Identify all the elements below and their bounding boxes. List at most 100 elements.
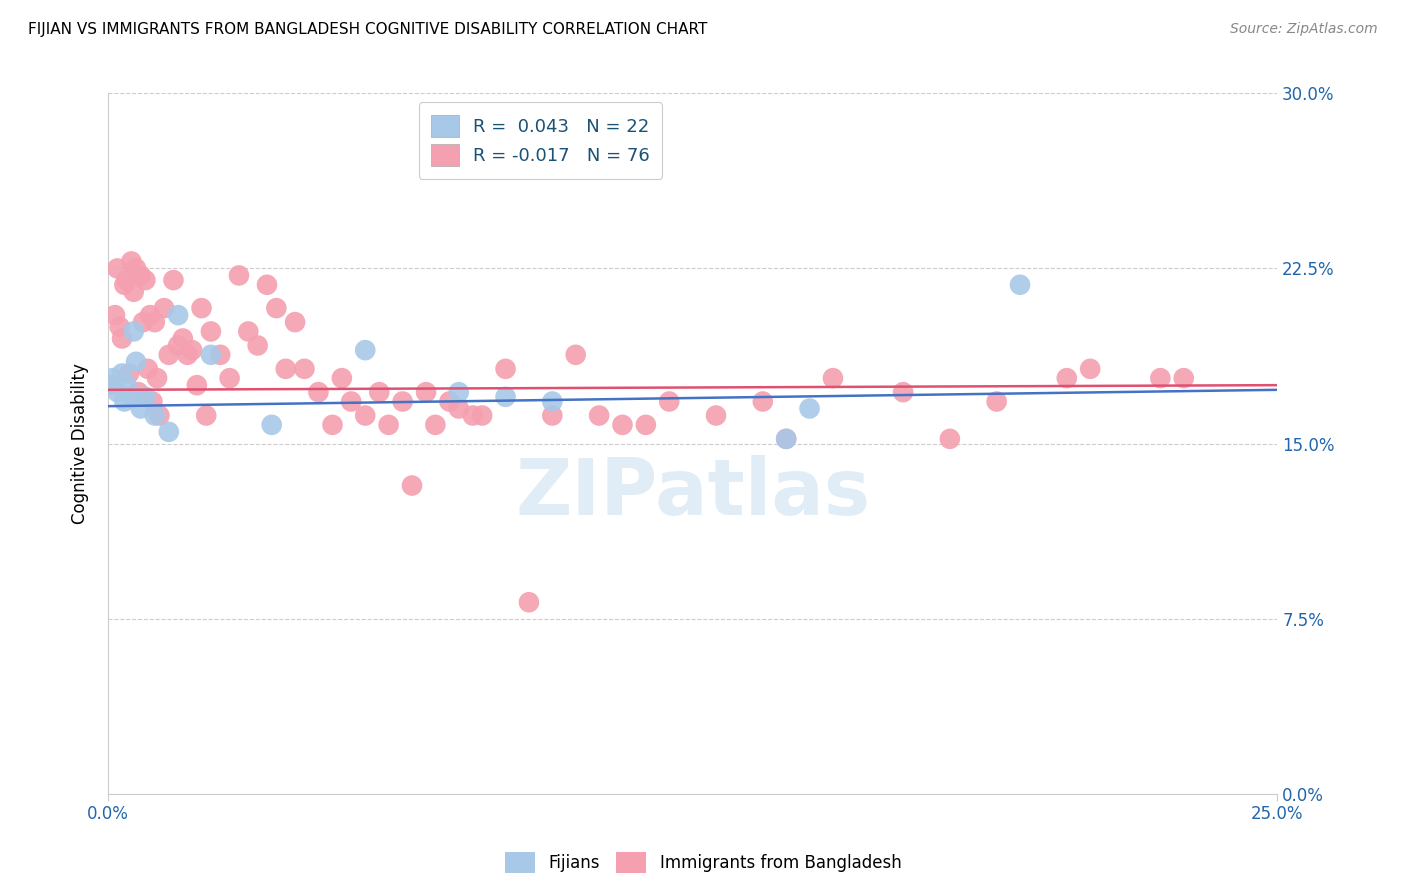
Point — [101, 378, 124, 392]
Point — [799, 401, 821, 416]
Point — [658, 394, 681, 409]
Point — [148, 409, 170, 423]
Point — [541, 394, 564, 409]
Point — [120, 254, 142, 268]
Point — [704, 409, 727, 423]
Point — [218, 371, 240, 385]
Point — [167, 338, 190, 352]
Point — [115, 273, 138, 287]
Point — [256, 277, 278, 292]
Point — [471, 409, 494, 423]
Point — [167, 308, 190, 322]
Point — [425, 417, 447, 432]
Y-axis label: Cognitive Disability: Cognitive Disability — [72, 363, 89, 524]
Point — [821, 371, 844, 385]
Point — [588, 409, 610, 423]
Point — [354, 409, 377, 423]
Point — [368, 385, 391, 400]
Point — [105, 261, 128, 276]
Point — [495, 390, 517, 404]
Point — [517, 595, 540, 609]
Point — [209, 348, 232, 362]
Point — [139, 308, 162, 322]
Point — [564, 348, 586, 362]
Point — [118, 367, 141, 381]
Point — [461, 409, 484, 423]
Point — [439, 394, 461, 409]
Text: Source: ZipAtlas.com: Source: ZipAtlas.com — [1230, 22, 1378, 37]
Point — [391, 394, 413, 409]
Point — [101, 371, 124, 385]
Point — [1078, 361, 1101, 376]
Text: ZIPatlas: ZIPatlas — [515, 455, 870, 531]
Point — [266, 301, 288, 315]
Point — [415, 385, 437, 400]
Legend: R =  0.043   N = 22, R = -0.017   N = 76: R = 0.043 N = 22, R = -0.017 N = 76 — [419, 103, 662, 179]
Point — [105, 385, 128, 400]
Point — [752, 394, 775, 409]
Point — [447, 385, 470, 400]
Point — [134, 273, 156, 287]
Point — [122, 285, 145, 299]
Point — [284, 315, 307, 329]
Point — [143, 409, 166, 423]
Point — [141, 394, 163, 409]
Point — [308, 385, 330, 400]
Point — [1008, 277, 1031, 292]
Point — [129, 401, 152, 416]
Point — [172, 331, 194, 345]
Point — [111, 367, 134, 381]
Point — [612, 417, 634, 432]
Point — [129, 268, 152, 283]
Point — [1149, 371, 1171, 385]
Point — [157, 348, 180, 362]
Point — [146, 371, 169, 385]
Point — [122, 325, 145, 339]
Point — [108, 319, 131, 334]
Point — [274, 361, 297, 376]
Point — [294, 361, 316, 376]
Point — [200, 325, 222, 339]
Point — [1056, 371, 1078, 385]
Point — [246, 338, 269, 352]
Point — [1173, 371, 1195, 385]
Point — [891, 385, 914, 400]
Point — [775, 432, 797, 446]
Point — [340, 394, 363, 409]
Point — [321, 417, 343, 432]
Point — [127, 385, 149, 400]
Point — [200, 348, 222, 362]
Point — [132, 315, 155, 329]
Point — [447, 401, 470, 416]
Point — [377, 417, 399, 432]
Point — [125, 261, 148, 276]
Point — [115, 378, 138, 392]
Point — [186, 378, 208, 392]
Point — [495, 361, 517, 376]
Point — [228, 268, 250, 283]
Point — [181, 343, 204, 358]
Text: FIJIAN VS IMMIGRANTS FROM BANGLADESH COGNITIVE DISABILITY CORRELATION CHART: FIJIAN VS IMMIGRANTS FROM BANGLADESH COG… — [28, 22, 707, 37]
Point — [134, 390, 156, 404]
Point — [112, 394, 135, 409]
Point — [939, 432, 962, 446]
Point — [634, 417, 657, 432]
Point — [775, 432, 797, 446]
Legend: Fijians, Immigrants from Bangladesh: Fijians, Immigrants from Bangladesh — [498, 846, 908, 880]
Point — [330, 371, 353, 385]
Point — [354, 343, 377, 358]
Point — [162, 273, 184, 287]
Point — [176, 348, 198, 362]
Point — [541, 409, 564, 423]
Point — [260, 417, 283, 432]
Point — [125, 355, 148, 369]
Point — [190, 301, 212, 315]
Point — [120, 390, 142, 404]
Point — [112, 277, 135, 292]
Point — [238, 325, 260, 339]
Point — [153, 301, 176, 315]
Point — [157, 425, 180, 439]
Point — [401, 478, 423, 492]
Point — [143, 315, 166, 329]
Point — [986, 394, 1008, 409]
